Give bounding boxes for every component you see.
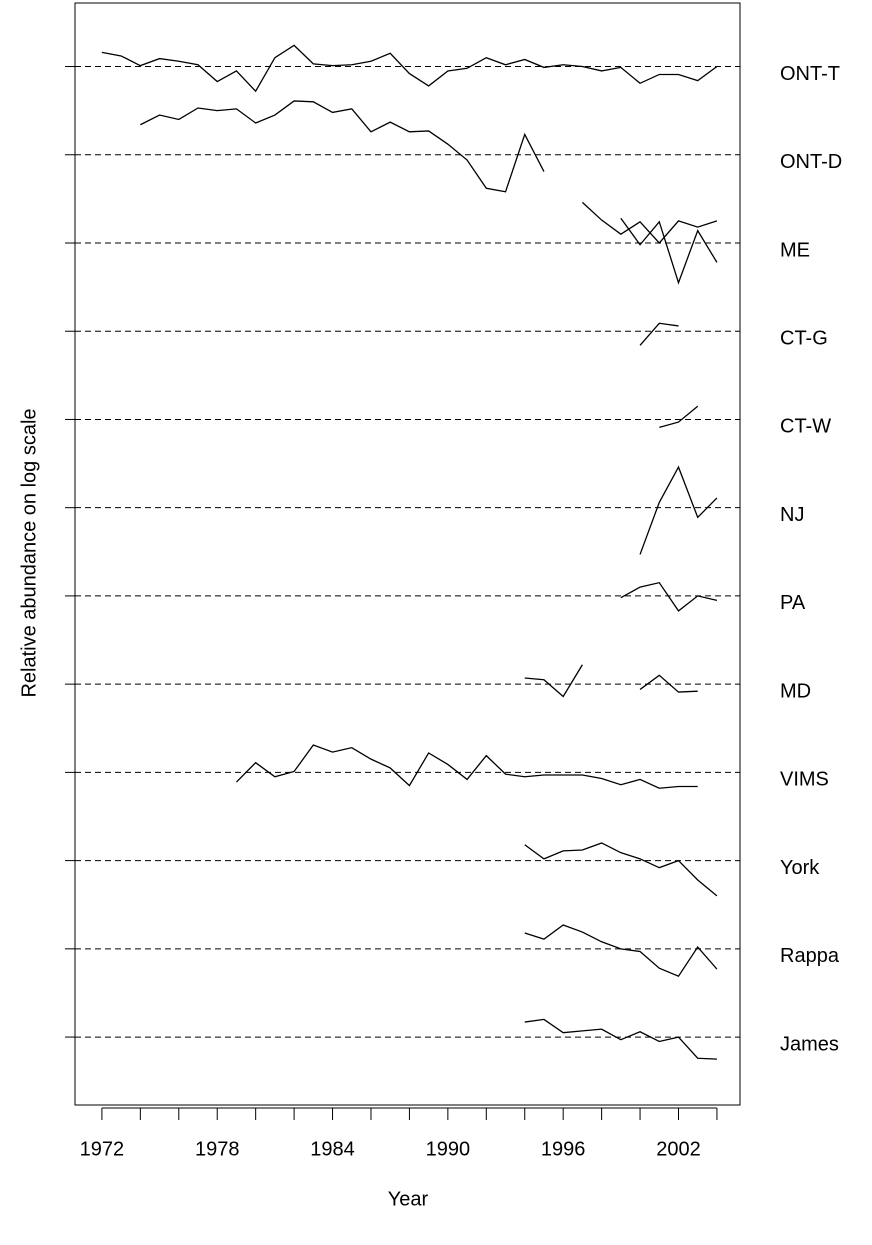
series-line [639,322,679,346]
x-tick-label: 1996 [541,1138,586,1160]
x-tick-label: 1978 [195,1138,240,1160]
series-line [101,44,718,93]
series-line [639,465,718,555]
series-line [581,201,718,244]
y-tick-label: ME [780,239,810,261]
series-line [140,100,545,193]
series-line [524,842,718,897]
y-tick-label: Rappa [780,945,840,967]
series-line [524,664,698,698]
y-tick-label: CT-W [780,416,831,438]
y-tick-label: MD [780,680,811,702]
x-tick-label: 2002 [656,1138,701,1160]
x-tick-label: 1990 [426,1138,471,1160]
y-tick-label: CT-G [780,327,828,349]
y-tick-label: ONT-D [780,151,842,173]
series-line [659,405,699,429]
y-axis-label: Relative abundance on log scale [18,408,40,697]
series-line [524,1018,717,1060]
x-tick-label: 1972 [80,1138,125,1160]
plot-frame [74,2,741,1106]
y-tick-label: James [780,1033,839,1055]
y-tick-label: York [780,857,820,879]
series-line [235,744,698,789]
y-tick-label: VIMS [780,769,829,791]
y-tick-label: ONT-T [780,63,840,85]
y-tick-label: NJ [780,504,804,526]
x-tick-label: 1984 [310,1138,355,1160]
series-line [620,217,718,285]
series-line [524,924,718,977]
y-tick-label: PA [780,592,806,614]
x-axis-label: Year [388,1188,429,1210]
series-line [620,581,718,612]
